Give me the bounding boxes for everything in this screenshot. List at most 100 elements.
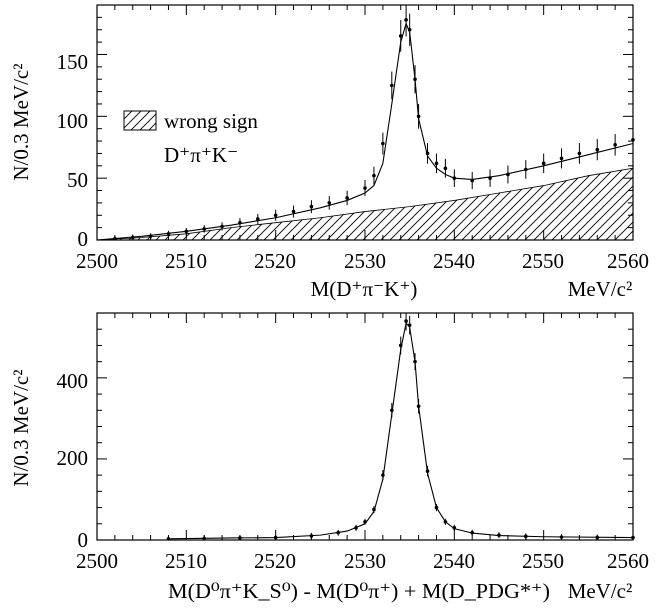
bottom-x-tick-label: 2520 — [254, 549, 296, 573]
top-y-tick-label: 0 — [78, 227, 89, 251]
top-panel: N/0.3 MeV/c² 2500 2510 2520 2530 2540 25… — [9, 4, 649, 301]
bottom-data-point — [425, 469, 430, 473]
top-wrong-sign-histogram — [96, 167, 634, 241]
top-data-point — [255, 217, 260, 221]
top-x-tick-labels: 2500 2510 2520 2530 2540 2550 2560 — [76, 249, 649, 273]
bottom-x-tick-label: 2540 — [433, 549, 475, 573]
top-data-point — [559, 156, 564, 161]
bottom-data-point — [470, 530, 475, 535]
top-data-point — [372, 173, 376, 178]
top-data-point — [273, 213, 278, 218]
top-x-tick-label: 2500 — [76, 249, 118, 273]
top-data-point — [113, 236, 117, 241]
top-y-axis-label: N/0.3 MeV/c² — [9, 63, 33, 180]
bottom-data-point — [595, 535, 600, 540]
bottom-data-point — [398, 343, 403, 348]
top-data-point — [595, 147, 600, 152]
top-data-point — [413, 77, 417, 82]
bottom-y-axis-label: N/0.3 MeV/c² — [9, 369, 33, 486]
top-data-point — [407, 27, 412, 32]
top-data-point — [631, 138, 635, 142]
bottom-y-tick-label: 200 — [57, 446, 89, 470]
top-data-point — [434, 161, 439, 166]
bottom-data-point — [273, 535, 278, 540]
top-data-point — [238, 220, 242, 225]
top-data-point — [524, 167, 528, 172]
bottom-data-point — [497, 533, 501, 537]
top-y-tick-label: 100 — [57, 109, 89, 133]
top-data-point — [345, 196, 349, 200]
top-x-tick-label: 2510 — [165, 249, 207, 273]
top-data-point — [488, 176, 492, 180]
bottom-data-point — [631, 535, 635, 540]
top-data-point — [390, 83, 394, 88]
legend-label-wrong-sign: wrong sign — [164, 109, 258, 133]
bottom-plot-frame — [96, 312, 634, 541]
top-x-tick-label: 2550 — [522, 249, 564, 273]
legend-label-decay: D⁺π⁺K⁻ — [164, 143, 238, 167]
bottom-data-point — [524, 534, 528, 539]
top-data-point — [327, 201, 332, 205]
bottom-x-axis-unit: MeV/c² — [568, 579, 633, 603]
bottom-data-point — [434, 505, 439, 510]
top-data-point — [202, 227, 206, 231]
top-plot-area — [96, 4, 635, 241]
bottom-plot-area — [96, 312, 635, 541]
bottom-data-point — [404, 319, 408, 323]
top-data-point — [166, 232, 171, 236]
bottom-y-tick-label: 0 — [78, 528, 89, 552]
top-data-point — [220, 224, 224, 229]
top-data-point — [398, 34, 403, 38]
top-x-tick-label: 2560 — [607, 249, 649, 273]
bottom-data-point — [413, 359, 417, 364]
bottom-x-tick-labels: 2500 2510 2520 2530 2540 2550 2560 — [76, 549, 649, 573]
top-x-tick-label: 2530 — [344, 249, 386, 273]
bottom-x-tick-label: 2550 — [522, 549, 564, 573]
bottom-data-point — [407, 323, 412, 327]
bottom-data-point — [363, 519, 367, 524]
bottom-y-tick-labels: 0 200 400 — [57, 369, 89, 552]
bottom-data-point — [381, 473, 385, 477]
top-y-tick-label: 150 — [57, 50, 89, 74]
top-data-point — [381, 141, 385, 146]
top-data-point — [130, 235, 135, 240]
top-data-point — [613, 142, 617, 147]
bottom-x-tick-label: 2560 — [607, 549, 649, 573]
top-y-tick-label: 50 — [67, 168, 88, 192]
top-data-point — [577, 151, 582, 156]
bottom-x-tick-label: 2500 — [76, 549, 118, 573]
top-data-point — [416, 114, 421, 119]
bottom-data-point — [309, 534, 314, 538]
bottom-fit-curve — [168, 321, 634, 540]
top-x-axis-label: M(D⁺π⁻K⁺) — [311, 277, 418, 301]
top-data-point — [309, 204, 314, 209]
bottom-x-tick-label: 2510 — [165, 549, 207, 573]
top-data-point — [425, 151, 430, 156]
top-data-point — [148, 234, 153, 239]
bottom-data-point — [443, 519, 448, 524]
top-x-axis-unit: MeV/c² — [568, 277, 633, 301]
top-x-tick-label: 2520 — [254, 249, 296, 273]
top-data-point — [184, 229, 189, 234]
top-x-tick-label: 2540 — [433, 249, 475, 273]
top-data-point — [291, 209, 296, 214]
bottom-x-axis-label: M(D⁰π⁺K_S⁰) - M(D⁰π⁺) + M(D_PDG*⁺) — [168, 579, 550, 603]
bottom-data-point — [354, 526, 358, 530]
bottom-data-point — [238, 536, 242, 540]
top-data-point — [470, 178, 475, 183]
top-data-point — [363, 186, 367, 190]
top-data-point — [404, 18, 408, 22]
bottom-data-point — [416, 404, 421, 409]
legend: wrong sign D⁺π⁺K⁻ — [123, 109, 258, 167]
bottom-data-point — [372, 507, 376, 512]
top-data-point — [541, 161, 546, 166]
legend-hatch-swatch — [123, 110, 157, 131]
top-y-tick-labels: 0 50 100 150 — [57, 50, 89, 251]
bottom-data-point — [390, 408, 394, 413]
top-data-point — [452, 176, 457, 180]
bottom-x-tick-label: 2530 — [344, 549, 386, 573]
top-data-point — [506, 172, 510, 177]
bottom-data-point — [166, 536, 171, 541]
bottom-data-point — [202, 536, 206, 541]
